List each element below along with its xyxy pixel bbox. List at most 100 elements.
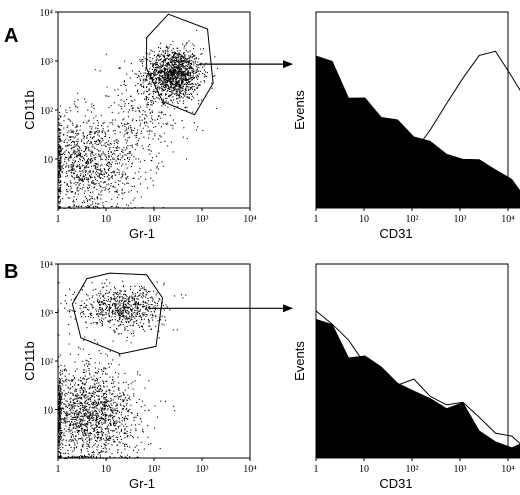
- data-point: [78, 411, 80, 413]
- data-point: [81, 427, 83, 429]
- data-point: [149, 108, 151, 110]
- data-point: [94, 167, 96, 169]
- data-point: [91, 379, 93, 381]
- data-point: [168, 71, 170, 73]
- data-point: [75, 181, 77, 183]
- data-point: [189, 56, 191, 58]
- data-point: [104, 406, 106, 408]
- data-point: [101, 412, 103, 414]
- data-point: [80, 419, 82, 421]
- data-point: [97, 203, 99, 205]
- data-point: [148, 306, 150, 308]
- data-point: [105, 312, 107, 314]
- data-point: [77, 140, 79, 142]
- data-point: [186, 110, 188, 112]
- data-point: [109, 147, 111, 149]
- data-point: [75, 447, 77, 449]
- data-point: [84, 406, 86, 408]
- data-point: [163, 74, 165, 76]
- data-point: [134, 446, 136, 448]
- data-point: [202, 66, 204, 68]
- data-point: [157, 76, 159, 78]
- data-point: [163, 114, 165, 116]
- data-point: [70, 182, 72, 184]
- data-point: [113, 102, 115, 104]
- data-point: [129, 77, 131, 79]
- data-point: [123, 306, 125, 308]
- data-point: [131, 313, 133, 315]
- data-point: [80, 156, 82, 158]
- data-point: [87, 177, 89, 179]
- data-point: [151, 315, 153, 317]
- data-point: [81, 419, 83, 421]
- data-point: [85, 434, 87, 436]
- data-point: [118, 300, 120, 302]
- data-point: [61, 153, 63, 155]
- data-point: [58, 179, 60, 181]
- data-point: [183, 45, 185, 47]
- data-point: [99, 184, 101, 186]
- data-point: [143, 91, 145, 93]
- data-point: [158, 79, 160, 81]
- data-point: [69, 136, 71, 138]
- data-point: [172, 48, 174, 50]
- data-point: [174, 57, 176, 59]
- data-point: [148, 88, 150, 90]
- data-point: [76, 405, 78, 407]
- data-point: [58, 385, 60, 387]
- data-point: [90, 312, 92, 314]
- data-point: [184, 61, 186, 63]
- data-point: [114, 181, 116, 183]
- data-point: [159, 98, 161, 100]
- data-point: [114, 296, 116, 298]
- data-point: [73, 162, 75, 164]
- data-point: [153, 73, 155, 75]
- data-point: [124, 123, 126, 125]
- data-point: [58, 170, 60, 172]
- data-point: [66, 414, 68, 416]
- data-point: [95, 141, 97, 143]
- data-point: [112, 379, 114, 381]
- data-point: [85, 412, 87, 414]
- data-point: [130, 190, 132, 192]
- data-point: [150, 49, 152, 51]
- data-point: [96, 163, 98, 165]
- data-point: [82, 313, 84, 315]
- data-point: [156, 165, 158, 167]
- data-point: [165, 79, 167, 81]
- data-point: [62, 198, 64, 200]
- data-point: [100, 445, 102, 447]
- data-point: [63, 418, 65, 420]
- data-point: [76, 129, 78, 131]
- data-point: [81, 422, 83, 424]
- data-point: [58, 172, 60, 174]
- data-point: [161, 112, 163, 114]
- data-point: [88, 309, 90, 311]
- data-point: [134, 457, 136, 459]
- data-point: [141, 119, 143, 121]
- data-point: [105, 442, 107, 444]
- data-point: [68, 156, 70, 158]
- data-point: [109, 137, 111, 139]
- data-point: [98, 409, 100, 411]
- data-point: [180, 86, 182, 88]
- data-point: [117, 376, 119, 378]
- data-point: [75, 176, 77, 178]
- data-point: [185, 89, 187, 91]
- data-point: [97, 432, 99, 434]
- data-point: [75, 130, 77, 132]
- data-point: [157, 97, 159, 99]
- data-point: [183, 74, 185, 76]
- data-point: [185, 73, 187, 75]
- data-point: [101, 132, 103, 134]
- data-point: [108, 144, 110, 146]
- data-point: [65, 405, 67, 407]
- data-point: [107, 207, 109, 209]
- data-point: [85, 429, 87, 431]
- data-point: [78, 429, 80, 431]
- data-point: [87, 399, 89, 401]
- data-point: [157, 65, 159, 67]
- data-point: [117, 206, 119, 208]
- data-point: [167, 63, 169, 65]
- data-point: [169, 81, 171, 83]
